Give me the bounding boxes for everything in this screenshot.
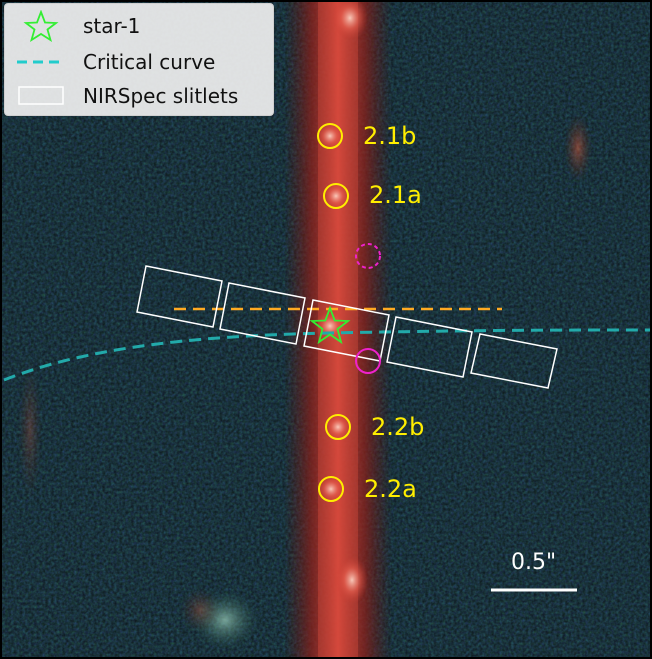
legend-item-star-1: star-1 <box>5 10 273 42</box>
label-2-2b: 2.2b <box>371 413 425 441</box>
label-2-1b: 2.1b <box>363 122 417 150</box>
white-rectangle-icon <box>18 86 64 105</box>
legend-item-critical-curve: Critical curve <box>5 46 273 78</box>
critical-curve <box>3 328 652 382</box>
knot <box>332 0 368 40</box>
green-star-icon <box>23 10 59 42</box>
image-circle-2-2a <box>318 476 344 502</box>
faint-source-right <box>564 114 592 182</box>
image-circle-2-1b <box>317 123 343 149</box>
slitlet <box>470 333 558 389</box>
image-circle-2-1a <box>323 183 349 209</box>
knot <box>336 556 368 604</box>
label-2-2a: 2.2a <box>364 475 417 503</box>
magenta-circle <box>355 348 381 374</box>
image-circle-2-2b <box>325 414 351 440</box>
star-1-marker <box>309 305 351 345</box>
knot <box>316 122 344 150</box>
knot <box>322 182 350 210</box>
legend-item-nirspec-slitlets: NIRSpec slitlets <box>5 80 273 112</box>
cyan-dashed-line-icon <box>17 60 65 64</box>
magenta-dashed-circle <box>355 243 381 269</box>
knot <box>324 413 352 441</box>
slitlet <box>219 282 306 345</box>
legend-label: star-1 <box>83 14 141 38</box>
legend-label: Critical curve <box>83 50 216 74</box>
nirspec-slitlets <box>136 265 558 389</box>
label-2-1a: 2.1a <box>369 181 422 209</box>
knot <box>317 475 345 503</box>
slitlet <box>386 316 473 378</box>
legend: star-1 Critical curve NIRSpec slitlets <box>4 3 274 116</box>
scale-bar-label: 0.5" <box>511 550 557 575</box>
slitlet <box>136 265 223 328</box>
faint-source-left <box>18 360 42 500</box>
faint-source-bottom-left-red <box>180 588 220 632</box>
legend-label: NIRSpec slitlets <box>83 84 239 108</box>
